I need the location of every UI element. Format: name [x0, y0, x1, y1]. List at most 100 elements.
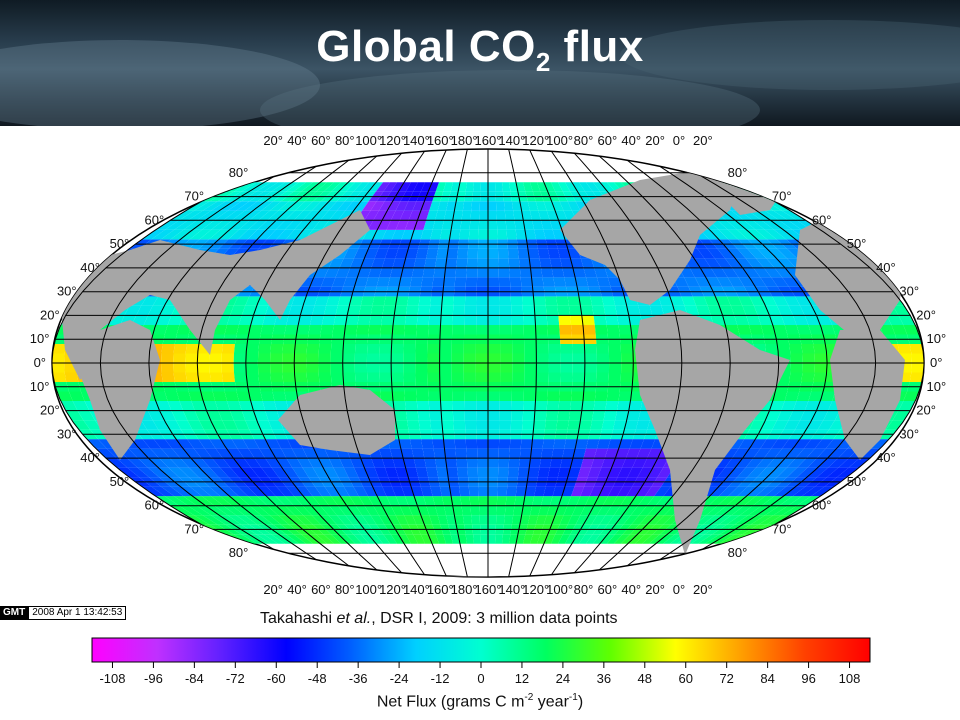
flux-cell [105, 458, 128, 468]
flux-cell [293, 182, 314, 192]
flux-cell [509, 267, 521, 278]
colorbar-tick-label: -36 [349, 671, 368, 686]
flux-cell [773, 210, 798, 221]
flux-cell [224, 391, 239, 402]
flux-cell [714, 258, 733, 268]
flux-cell [621, 363, 634, 373]
flux-cell [380, 391, 394, 402]
flux-cell [222, 420, 238, 430]
flux-cell [813, 343, 827, 354]
flux-cell [488, 363, 501, 373]
flux-cell [312, 305, 327, 316]
flux-cell [802, 363, 815, 373]
flux-cell [760, 277, 778, 287]
lat-label-right: 70° [772, 189, 792, 204]
flux-cell [704, 258, 722, 268]
flux-cell [212, 458, 231, 468]
flux-cell [623, 515, 640, 525]
flux-cell [747, 248, 767, 259]
flux-cell [354, 467, 369, 478]
flux-cell [524, 353, 537, 363]
flux-cell [275, 458, 293, 468]
flux-cell [548, 372, 561, 383]
flux-cell [205, 210, 228, 221]
flux-cell [174, 496, 197, 506]
flux-cell [770, 496, 793, 506]
flux-cell [718, 515, 741, 525]
flux-cell [464, 420, 477, 430]
flux-cell [735, 220, 756, 230]
flux-cell [382, 486, 396, 497]
flux-cell [233, 296, 250, 306]
flux-cell [238, 315, 254, 325]
flux-cell [226, 448, 244, 459]
flux-cell [282, 353, 295, 363]
flux-cell [599, 182, 616, 192]
flux-cell [164, 391, 180, 402]
flux-cell [415, 248, 429, 259]
flux-cell [772, 324, 788, 335]
flux-cell [817, 467, 839, 478]
flux-cell [538, 210, 550, 221]
flux-cell [742, 515, 766, 525]
flux-cell [796, 391, 812, 402]
flux-cell [116, 458, 138, 468]
flux-cell [330, 363, 343, 373]
flux-cell [324, 267, 340, 278]
flux-cell [282, 363, 295, 373]
flux-cell [488, 486, 498, 497]
flux-cell [583, 515, 598, 525]
flux-cell [335, 305, 350, 316]
flux-cell [176, 324, 192, 335]
flux-cell [700, 267, 717, 278]
flux-cell [497, 467, 509, 478]
flux-cell [440, 391, 453, 402]
flux-cell [233, 372, 248, 383]
flux-cell [185, 372, 199, 383]
flux-cell [479, 515, 488, 525]
flux-cell [488, 391, 500, 402]
flux-cell [886, 315, 904, 325]
flux-cell [314, 486, 332, 497]
flux-cell [564, 534, 578, 544]
title-subscript: 2 [535, 47, 551, 77]
flux-cell [627, 467, 643, 478]
flux-cell [191, 401, 207, 411]
flux-cell [404, 391, 417, 402]
flux-cell [603, 410, 618, 421]
flux-cell [399, 505, 413, 516]
flux-cell [209, 486, 230, 497]
flux-cell [515, 486, 527, 497]
longitude-labels-bottom: 20° 40° 60° 80° 100°120°140°160°180°160°140°… [263, 582, 712, 597]
flux-cell [420, 486, 433, 497]
flux-cell [244, 515, 266, 525]
flux-cell [694, 258, 711, 268]
flux-cell [383, 296, 398, 306]
flux-cell [435, 210, 446, 221]
flux-cell [774, 448, 793, 459]
flux-cell [399, 210, 413, 221]
flux-cell [549, 258, 563, 268]
flux-cell [164, 439, 184, 449]
gmt-timestamp: 2008 Apr 1 13:42:53 [28, 606, 127, 620]
flux-cell [302, 296, 318, 306]
flux-cell [452, 505, 463, 516]
flux-cell [201, 496, 224, 506]
flux-cell [161, 229, 184, 240]
flux-cell [250, 401, 266, 411]
flux-cell [196, 210, 220, 221]
flux-cell [167, 315, 184, 325]
flux-cell [452, 324, 465, 335]
flux-cell [777, 248, 798, 259]
flux-cell [466, 267, 478, 278]
flux-cell [428, 182, 440, 192]
flux-cell [321, 496, 338, 506]
flux-cell [52, 363, 65, 373]
flux-cell [792, 401, 809, 411]
flux-cell [219, 201, 242, 211]
flux-cell [300, 182, 321, 192]
flux-cell [549, 220, 562, 230]
flux-cell [557, 410, 571, 421]
flux-cell [185, 343, 199, 354]
flux-cell [420, 534, 433, 544]
